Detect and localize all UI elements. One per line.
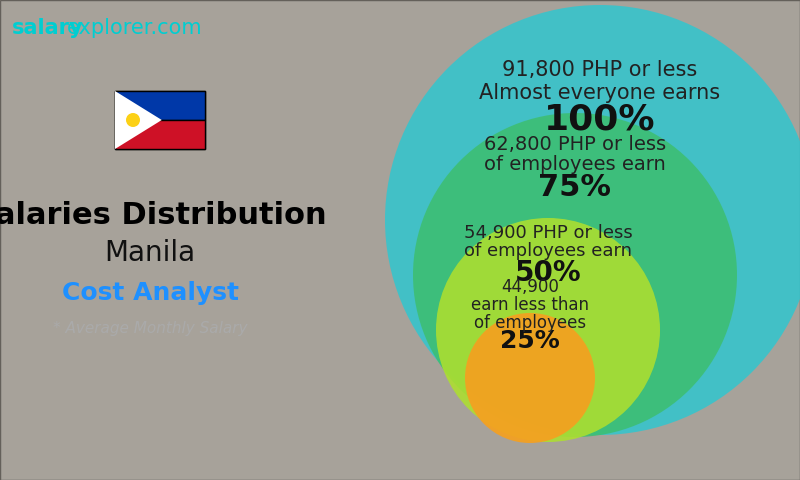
Text: Salaries Distribution: Salaries Distribution — [0, 201, 327, 229]
Text: 54,900 PHP or less: 54,900 PHP or less — [464, 224, 632, 242]
Text: * Average Monthly Salary: * Average Monthly Salary — [53, 321, 247, 336]
FancyBboxPatch shape — [115, 91, 205, 120]
Text: 100%: 100% — [544, 103, 656, 137]
Text: of employees earn: of employees earn — [484, 156, 666, 175]
Text: of employees: of employees — [474, 314, 586, 332]
Text: Manila: Manila — [105, 239, 195, 267]
Circle shape — [385, 5, 800, 435]
Polygon shape — [115, 91, 162, 149]
Text: earn less than: earn less than — [471, 296, 589, 314]
Text: of employees earn: of employees earn — [464, 242, 632, 260]
Text: Cost Analyst: Cost Analyst — [62, 281, 238, 305]
Text: Almost everyone earns: Almost everyone earns — [479, 83, 721, 103]
Text: 50%: 50% — [514, 259, 582, 287]
Text: 62,800 PHP or less: 62,800 PHP or less — [484, 135, 666, 155]
FancyBboxPatch shape — [115, 120, 205, 149]
Text: 75%: 75% — [538, 173, 611, 203]
Circle shape — [413, 113, 737, 437]
FancyBboxPatch shape — [115, 91, 205, 149]
Text: salary: salary — [12, 18, 84, 38]
Circle shape — [436, 218, 660, 442]
Text: 91,800 PHP or less: 91,800 PHP or less — [502, 60, 698, 80]
Text: explorer.com: explorer.com — [67, 18, 202, 38]
Text: 44,900: 44,900 — [501, 278, 559, 296]
Circle shape — [465, 313, 595, 443]
Text: 25%: 25% — [500, 329, 560, 353]
Circle shape — [126, 113, 140, 127]
